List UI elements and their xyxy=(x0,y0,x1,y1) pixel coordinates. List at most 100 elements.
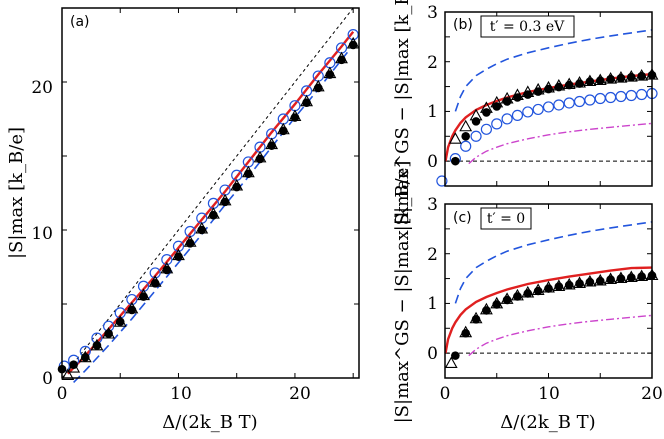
panel-c-xtick-label: 20 xyxy=(641,384,663,404)
black-dotted-line xyxy=(61,7,354,379)
open-black-triangle-point xyxy=(573,276,586,288)
open-black-triangle-point xyxy=(311,79,325,92)
panel-c-xlabel: Δ/(2k_B T) xyxy=(500,412,595,433)
panel-b-ytick-label: 3 xyxy=(427,3,438,23)
panel-b-frame xyxy=(444,11,653,187)
open-blue-circle-point xyxy=(470,130,482,142)
panel-c-xtick-label: 0 xyxy=(440,384,451,404)
panel-c-xtick-label: 10 xyxy=(538,384,560,404)
open-black-triangle-point xyxy=(288,109,302,121)
open-black-triangle-point xyxy=(61,368,75,380)
open-blue-circle-point xyxy=(615,90,627,103)
open-black-triangle-point xyxy=(583,274,597,287)
open-blue-circle-point xyxy=(563,97,575,109)
panel-c-ytick-label: 0 xyxy=(427,344,438,364)
open-black-triangle-point xyxy=(459,325,473,338)
open-blue-circle-point xyxy=(522,106,534,118)
open-blue-circle-point xyxy=(172,240,185,252)
open-blue-circle-point xyxy=(604,91,617,104)
panel-c-box-label: t′ = 0 xyxy=(487,211,525,227)
open-black-triangle-point xyxy=(265,137,279,150)
open-black-triangle-point xyxy=(479,302,493,315)
panel-c-label: (c) xyxy=(453,210,472,226)
open-blue-circle-point xyxy=(511,109,524,122)
panel-b-ticks xyxy=(444,11,653,187)
open-black-triangle-point xyxy=(448,132,462,144)
blue-dashed-line xyxy=(454,221,653,304)
open-black-triangle-point xyxy=(593,273,607,286)
open-black-triangle-point xyxy=(511,288,524,301)
open-black-triangle-point xyxy=(459,119,473,132)
panel-b-ytick-label: 1 xyxy=(427,102,438,122)
open-black-triangle-point xyxy=(500,292,514,304)
open-blue-circle-point xyxy=(636,88,648,101)
open-blue-circle-point xyxy=(436,175,448,187)
open-black-triangle-point xyxy=(531,82,545,95)
panel-c-ylabel: |S|max^GS − |S|max [k_B/e] xyxy=(392,161,413,424)
open-blue-circle-point xyxy=(347,29,359,41)
open-black-triangle-point xyxy=(125,301,139,314)
open-blue-circle-point xyxy=(149,267,161,279)
open-black-triangle-point xyxy=(531,283,545,295)
open-black-triangle-point xyxy=(604,71,618,84)
panel-a-label: (a) xyxy=(70,14,90,30)
open-black-triangle-point xyxy=(635,69,649,81)
panel-c: (c) t′ = 0 0 10 20 0 1 2 3 Δ/(2k_B T) |S… xyxy=(392,161,663,433)
panel-a-ylabel: |S|max [k_B/e] xyxy=(6,127,27,259)
red-solid-line xyxy=(66,30,355,375)
open-blue-circle-point xyxy=(161,254,173,266)
open-black-triangle-point xyxy=(67,361,81,373)
open-black-triangle-point xyxy=(542,280,555,293)
open-black-triangle-point xyxy=(624,69,638,82)
open-black-triangle-point xyxy=(160,261,174,274)
open-black-triangle-point xyxy=(552,279,566,291)
open-black-triangle-point xyxy=(552,78,566,91)
open-black-triangle-point xyxy=(583,74,597,87)
open-black-triangle-point xyxy=(195,221,209,234)
open-black-triangle-point xyxy=(276,122,290,135)
open-blue-circle-point xyxy=(480,123,492,135)
open-black-triangle-point xyxy=(300,94,314,107)
filled-black-circle-point xyxy=(451,351,460,360)
panel-b-box xyxy=(480,15,575,38)
open-blue-circle-point xyxy=(542,101,555,113)
filled-black-circle-point xyxy=(451,156,460,166)
open-black-triangle-point xyxy=(479,101,493,113)
panel-b: (b) t′ = 0.3 eV 0 1 2 3 |S|max^GS − |S|m… xyxy=(392,0,659,231)
open-black-triangle-point xyxy=(346,36,360,49)
open-black-triangle-point xyxy=(90,338,104,351)
open-black-triangle-point xyxy=(137,288,150,301)
open-black-triangle-point xyxy=(469,108,483,121)
open-blue-circle-point xyxy=(584,94,596,106)
panel-a-series xyxy=(57,7,360,383)
open-black-triangle-point xyxy=(102,326,116,339)
panel-a-xtick-label: 20 xyxy=(289,384,311,404)
blue-dashed-line xyxy=(73,44,354,383)
panel-c-ytick-label: 2 xyxy=(427,245,438,265)
filled-black-circle-point xyxy=(461,131,471,141)
open-black-triangle-point xyxy=(253,150,267,163)
open-black-triangle-point xyxy=(444,356,458,369)
open-black-triangle-point xyxy=(183,235,197,247)
open-blue-circle-point xyxy=(501,113,513,125)
open-black-triangle-point xyxy=(562,77,576,90)
open-blue-circle-point xyxy=(491,118,503,130)
open-black-triangle-point xyxy=(113,315,127,327)
open-blue-circle-point xyxy=(137,280,150,292)
panel-a-xtick-label: 0 xyxy=(57,384,68,404)
open-black-triangle-point xyxy=(206,207,220,219)
open-blue-circle-point xyxy=(532,103,544,116)
open-black-triangle-point xyxy=(490,296,504,309)
open-black-triangle-point xyxy=(218,193,232,206)
filled-black-circle-point xyxy=(471,117,481,126)
panel-b-ytick-label: 0 xyxy=(427,152,438,172)
open-black-triangle-point xyxy=(624,270,638,283)
open-black-triangle-point xyxy=(323,66,337,79)
panel-a: (a) 0 10 20 0 10 20 Δ/(2k_B T) |S|max [k… xyxy=(6,7,360,433)
panel-a-ytick-label: 10 xyxy=(31,224,53,244)
open-black-triangle-point xyxy=(542,80,555,93)
open-black-triangle-point xyxy=(593,73,607,86)
panel-a-xtick-label: 10 xyxy=(170,384,192,404)
panel-c-box xyxy=(480,207,532,230)
